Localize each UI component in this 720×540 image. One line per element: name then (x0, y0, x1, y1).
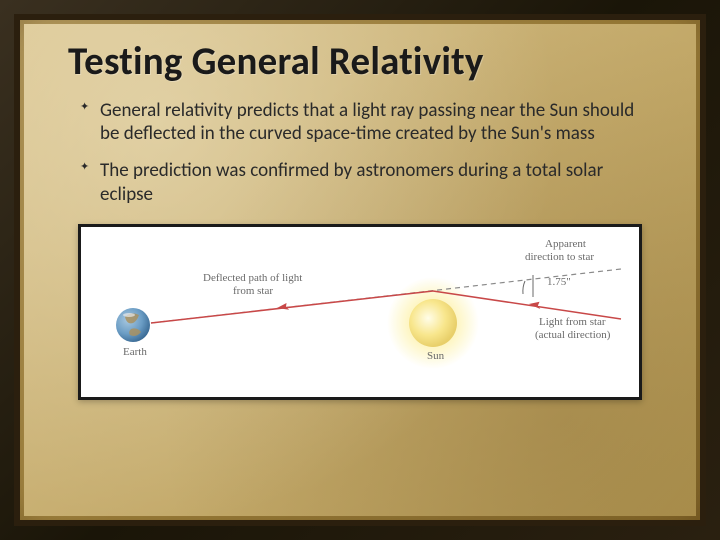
light-deflection-diagram: Deflected path of light from star Appare… (78, 224, 642, 400)
sun-icon (409, 299, 457, 347)
slide-border: Testing General Relativity General relat… (14, 14, 706, 526)
bullet-list: General relativity predicts that a light… (80, 99, 652, 206)
page-title: Testing General Relativity (68, 38, 652, 85)
sun-label: Sun (427, 350, 445, 362)
slide-frame: Testing General Relativity General relat… (0, 0, 720, 540)
earth-cloud-icon (123, 313, 135, 317)
earth-label: Earth (123, 346, 147, 358)
angle-label: 1.75" (547, 276, 571, 288)
slide-paper: Testing General Relativity General relat… (24, 24, 696, 516)
angle-arc (523, 281, 525, 294)
actual-direction-label: Light from star (actual direction) (535, 316, 611, 341)
apparent-direction-label: Apparent direction to star (525, 238, 594, 263)
list-item: The prediction was confirmed by astronom… (80, 159, 652, 205)
arrowhead-icon (528, 300, 541, 309)
list-item: General relativity predicts that a light… (80, 99, 652, 145)
diagram-svg: Deflected path of light from star Appare… (81, 227, 639, 397)
deflected-path-label: Deflected path of light from star (203, 272, 305, 297)
earth-icon (116, 308, 150, 342)
